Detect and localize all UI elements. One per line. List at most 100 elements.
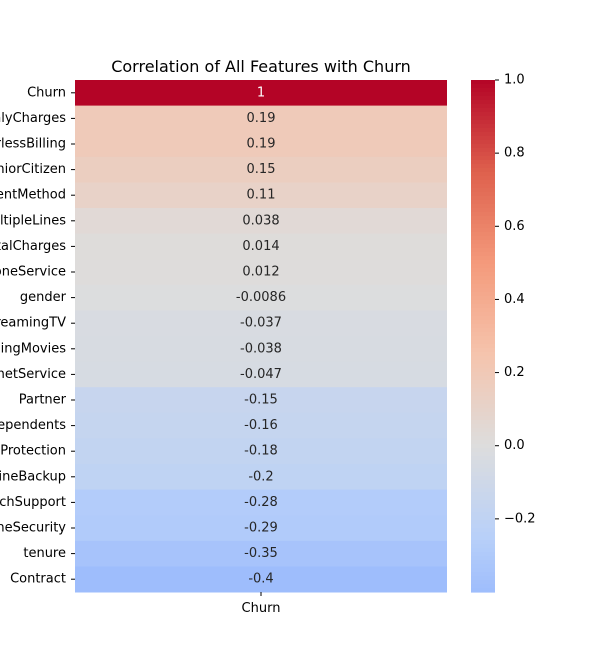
colorbar-strip	[471, 116, 495, 121]
colorbar-strip	[471, 320, 495, 325]
cell-annotation: -0.35	[244, 546, 278, 561]
colorbar-strip	[471, 236, 495, 241]
row-label: SeniorCitizen	[0, 162, 66, 177]
colorbar-strip	[471, 200, 495, 205]
colorbar-strip	[471, 440, 495, 445]
colorbar-strip	[471, 144, 495, 149]
colorbar-strip	[471, 260, 495, 265]
colorbar-strip	[471, 540, 495, 545]
cell-annotation: -0.038	[240, 341, 282, 356]
row-label: StreamingTV	[0, 316, 66, 331]
colorbar-strip	[471, 532, 495, 537]
chart-title: Correlation of All Features with Churn	[111, 57, 411, 76]
colorbar-strip	[471, 220, 495, 225]
colorbar-strip	[471, 112, 495, 117]
colorbar-strip	[471, 324, 495, 329]
colorbar-strip	[471, 500, 495, 505]
row-label: Dependents	[0, 418, 66, 433]
cell-annotation: -0.047	[240, 367, 282, 382]
colorbar-strip	[471, 452, 495, 457]
row-label: Partner	[19, 393, 67, 408]
cell-annotation: 1	[257, 85, 265, 100]
colorbar-strip	[471, 208, 495, 213]
colorbar-strip	[471, 268, 495, 273]
heatmap-cell	[75, 489, 447, 516]
colorbar-strip	[471, 408, 495, 413]
colorbar-strip	[471, 132, 495, 137]
colorbar-strip	[471, 588, 495, 593]
colorbar-strip	[471, 280, 495, 285]
colorbar-strip	[471, 496, 495, 501]
colorbar-strip	[471, 568, 495, 573]
colorbar-strip	[471, 428, 495, 433]
colorbar-strip	[471, 400, 495, 405]
colorbar-strip	[471, 212, 495, 217]
colorbar-strip	[471, 472, 495, 477]
colorbar-strip	[471, 100, 495, 105]
row-label: MonthlyCharges	[0, 111, 66, 126]
heatmap-cell	[75, 412, 447, 439]
row-label: TotalCharges	[0, 239, 66, 254]
row-label: StreamingMovies	[0, 341, 66, 356]
row-label: OnlineBackup	[0, 469, 66, 484]
colorbar-strip	[471, 364, 495, 369]
colorbar-strip	[471, 484, 495, 489]
colorbar-strip	[471, 308, 495, 313]
cell-annotation: -0.28	[244, 495, 278, 510]
colorbar-strip	[471, 520, 495, 525]
colorbar-strip	[471, 576, 495, 581]
heatmap-cell	[75, 182, 447, 209]
colorbar-strip	[471, 444, 495, 449]
colorbar-strip	[471, 564, 495, 569]
heatmap-cell	[75, 284, 447, 311]
colorbar-strip	[471, 468, 495, 473]
colorbar-strip	[471, 224, 495, 229]
colorbar-strip	[471, 80, 495, 85]
colorbar-strip	[471, 340, 495, 345]
colorbar-strip	[471, 104, 495, 109]
colorbar-strip	[471, 88, 495, 93]
cell-annotation: -0.15	[244, 393, 278, 408]
heatmap-cell	[75, 105, 447, 132]
row-label: Churn	[27, 85, 66, 100]
heatmap-cell	[75, 464, 447, 491]
colorbar-strip	[471, 312, 495, 317]
colorbar-strip	[471, 536, 495, 541]
colorbar-strip	[471, 332, 495, 337]
colorbar-strip	[471, 168, 495, 173]
colorbar-strip	[471, 516, 495, 521]
colorbar-strip	[471, 560, 495, 565]
cell-annotation: -0.2	[248, 469, 273, 484]
colorbar-strip	[471, 160, 495, 165]
colorbar-strip	[471, 196, 495, 201]
colorbar-strip	[471, 420, 495, 425]
cell-annotation: -0.037	[240, 316, 282, 331]
colorbar-strip	[471, 464, 495, 469]
colorbar-strip	[471, 140, 495, 145]
colorbar-strip	[471, 204, 495, 209]
colorbar-strip	[471, 316, 495, 321]
colorbar-strip	[471, 336, 495, 341]
cell-annotation: 0.11	[247, 188, 276, 203]
heatmap-cell	[75, 336, 447, 363]
heatmap-cell	[75, 387, 447, 414]
colorbar-strip	[471, 172, 495, 177]
colorbar-strip	[471, 228, 495, 233]
colorbar-strip	[471, 556, 495, 561]
row-label: OnlineSecurity	[0, 521, 66, 536]
row-label: DeviceProtection	[0, 444, 66, 459]
row-label: PaymentMethod	[0, 188, 66, 203]
colorbar-strip	[471, 184, 495, 189]
colorbar: 1.0 0.8 0.6 0.4 0.2 0.0 −0.2	[471, 73, 536, 593]
colorbar-strip	[471, 508, 495, 513]
heatmap-cell	[75, 310, 447, 337]
colorbar-strip	[471, 300, 495, 305]
colorbar-strip	[471, 504, 495, 509]
colorbar-strip	[471, 548, 495, 553]
cell-annotation: 0.19	[247, 137, 276, 152]
colorbar-tick-label: 0.4	[504, 292, 525, 307]
row-label: PhoneService	[0, 265, 66, 280]
row-label: MultipleLines	[0, 213, 66, 228]
colorbar-strip	[471, 92, 495, 97]
